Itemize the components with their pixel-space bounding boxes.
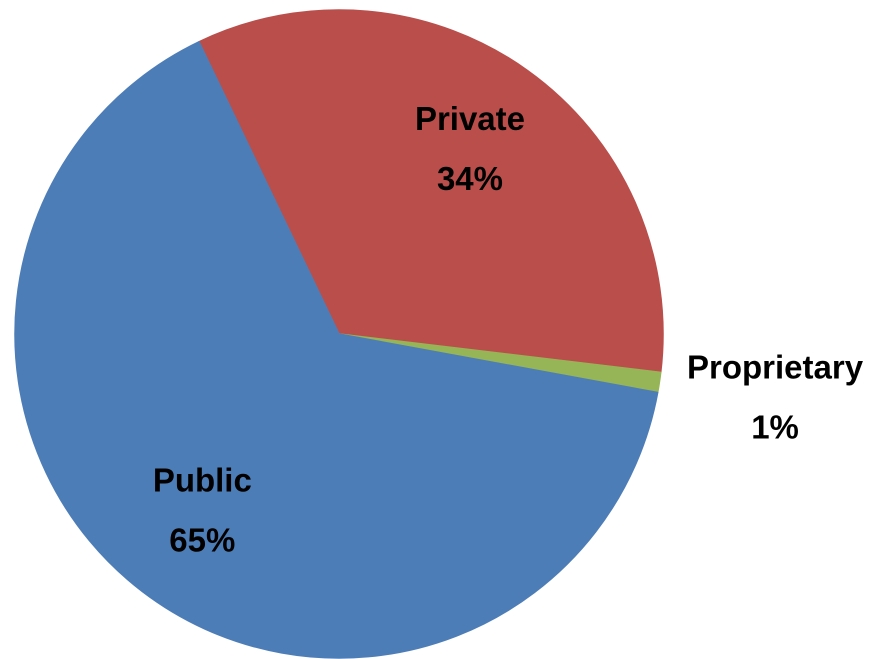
- slice-value-label: 34%: [437, 160, 503, 197]
- slice-label: Proprietary: [687, 349, 864, 386]
- pie-slice: [14, 41, 659, 659]
- slice-label: Private: [415, 100, 525, 137]
- slice-value-label: 65%: [169, 521, 235, 558]
- slice-value-label: 1%: [751, 409, 799, 446]
- pie-slice: [198, 9, 664, 374]
- slice-label: Public: [153, 461, 252, 498]
